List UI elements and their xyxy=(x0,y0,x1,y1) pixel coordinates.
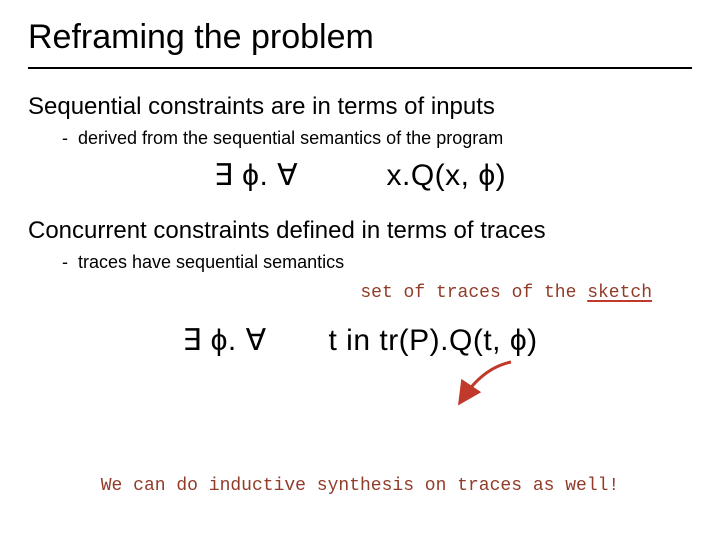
subpoint-1: derived from the sequential semantics of… xyxy=(62,127,692,150)
trace-note-text: set of traces of the xyxy=(360,283,587,303)
point-1: Sequential constraints are in terms of i… xyxy=(28,93,692,121)
trace-note: set of traces of the sketch xyxy=(28,283,692,303)
formula-2: ∃ ϕ. ∀ t in tr(P).Q(t, ϕ) xyxy=(28,323,692,358)
formula-1-quantifiers: ∃ ϕ. ∀ xyxy=(214,159,298,192)
point-2: Concurrent constraints defined in terms … xyxy=(28,217,692,245)
bottom-note: We can do inductive synthesis on traces … xyxy=(0,476,720,496)
formula-1: ∃ ϕ. ∀ x.Q(x, ϕ) xyxy=(28,158,692,193)
sublist-1: derived from the sequential semantics of… xyxy=(28,127,692,150)
formula-2-domain: t in tr(P). xyxy=(329,324,450,357)
formula-1-body: x.Q(x, ϕ) xyxy=(387,159,507,192)
slide-title: Reframing the problem xyxy=(28,18,692,57)
title-rule xyxy=(28,67,692,69)
subpoint-2: traces have sequential semantics xyxy=(62,251,692,274)
formula-2-quantifiers: ∃ ϕ. ∀ xyxy=(182,324,266,357)
formula-2-body: Q(t, ϕ) xyxy=(449,324,538,357)
sublist-2: traces have sequential semantics xyxy=(28,251,692,274)
trace-note-underlined: sketch xyxy=(587,283,652,303)
slide: Reframing the problem Sequential constra… xyxy=(0,0,720,540)
arrow-icon xyxy=(453,358,523,398)
